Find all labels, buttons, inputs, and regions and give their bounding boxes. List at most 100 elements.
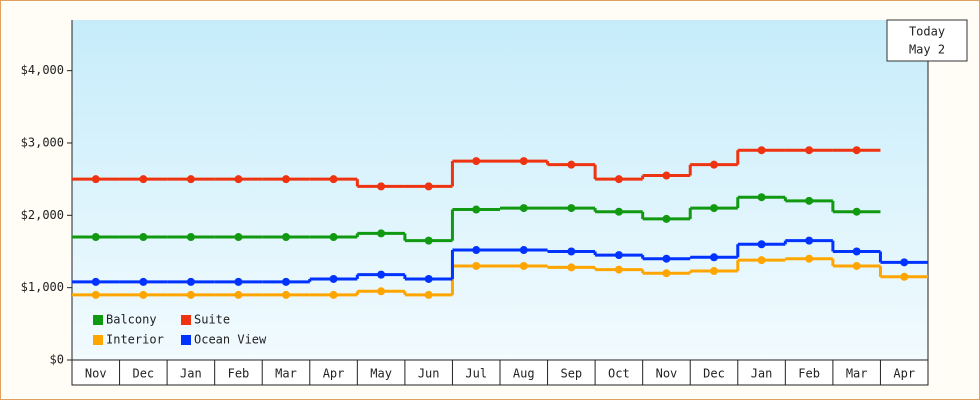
point: [139, 277, 148, 286]
x-tick-label: Dec: [703, 367, 725, 381]
point: [377, 270, 386, 279]
point: [805, 146, 814, 155]
x-tick-label: Aug: [513, 367, 535, 381]
point: [472, 246, 481, 255]
legend-label: Suite: [194, 313, 230, 327]
legend-swatch: [181, 315, 191, 325]
legend-label: Balcony: [106, 313, 157, 327]
x-tick-label: Feb: [798, 367, 820, 381]
annotation: May 2: [909, 43, 945, 57]
x-tick-label: Feb: [228, 367, 250, 381]
legend-swatch: [93, 315, 103, 325]
point: [139, 233, 148, 242]
point: [329, 290, 338, 299]
point: [377, 229, 386, 238]
legend-label: Ocean View: [194, 333, 267, 347]
point: [852, 261, 861, 270]
point: [852, 207, 861, 216]
x-tick-label: Sep: [560, 367, 582, 381]
point: [519, 157, 528, 166]
point: [710, 267, 718, 276]
y-tick-label: $4,000: [21, 63, 64, 77]
legend-swatch: [181, 335, 191, 345]
point: [852, 146, 861, 155]
point: [282, 233, 290, 242]
x-tick-label: Jan: [751, 367, 773, 381]
annotation: Today: [909, 25, 945, 39]
point: [186, 233, 195, 242]
point: [710, 204, 718, 213]
x-tick-label: Apr: [893, 367, 915, 381]
point: [377, 287, 386, 296]
point: [710, 253, 718, 262]
point: [519, 261, 528, 270]
point: [234, 290, 243, 299]
point: [852, 247, 861, 256]
point: [567, 263, 576, 272]
plot-area: [72, 20, 928, 360]
point: [91, 233, 100, 242]
y-tick-label: $1,000: [21, 280, 64, 294]
point: [662, 171, 671, 180]
point: [519, 204, 528, 213]
point: [329, 274, 338, 283]
point: [424, 182, 433, 191]
point: [282, 290, 290, 299]
point: [662, 269, 671, 278]
point: [139, 290, 148, 299]
point: [710, 160, 718, 169]
point: [662, 254, 671, 263]
x-tick-label: Mar: [275, 367, 297, 381]
point: [805, 236, 814, 245]
x-tick-label: Jul: [465, 367, 487, 381]
point: [329, 233, 338, 242]
point: [186, 277, 195, 286]
point: [662, 214, 671, 223]
point: [567, 160, 576, 169]
x-tick-label: Dec: [132, 367, 154, 381]
point: [757, 256, 766, 265]
point: [91, 175, 100, 184]
point: [282, 175, 290, 184]
point: [614, 265, 623, 274]
point: [377, 182, 386, 191]
point: [234, 233, 243, 242]
point: [91, 277, 100, 286]
point: [282, 277, 290, 286]
legend-swatch: [93, 335, 103, 345]
point: [424, 274, 433, 283]
point: [757, 193, 766, 202]
point: [329, 175, 338, 184]
point: [234, 277, 243, 286]
x-tick-label: Apr: [323, 367, 345, 381]
x-tick-label: Nov: [85, 367, 107, 381]
point: [900, 258, 909, 267]
point: [614, 207, 623, 216]
x-tick-label: May: [370, 367, 392, 381]
point: [472, 205, 481, 214]
point: [186, 290, 195, 299]
x-tick-label: Nov: [656, 367, 678, 381]
point: [91, 290, 100, 299]
y-tick-label: $0: [50, 353, 64, 367]
point: [519, 246, 528, 255]
point: [424, 236, 433, 245]
point: [472, 157, 481, 166]
legend-label: Interior: [106, 333, 164, 347]
point: [614, 175, 623, 184]
point: [186, 175, 195, 184]
point: [234, 175, 243, 184]
x-tick-label: Oct: [608, 367, 630, 381]
point: [805, 254, 814, 263]
x-tick-label: Jun: [418, 367, 440, 381]
point: [757, 240, 766, 249]
x-tick-label: Jan: [180, 367, 202, 381]
point: [139, 175, 148, 184]
y-tick-label: $2,000: [21, 208, 64, 222]
point: [567, 247, 576, 256]
x-tick-label: Mar: [846, 367, 868, 381]
point: [567, 204, 576, 213]
y-tick-label: $3,000: [21, 135, 64, 149]
